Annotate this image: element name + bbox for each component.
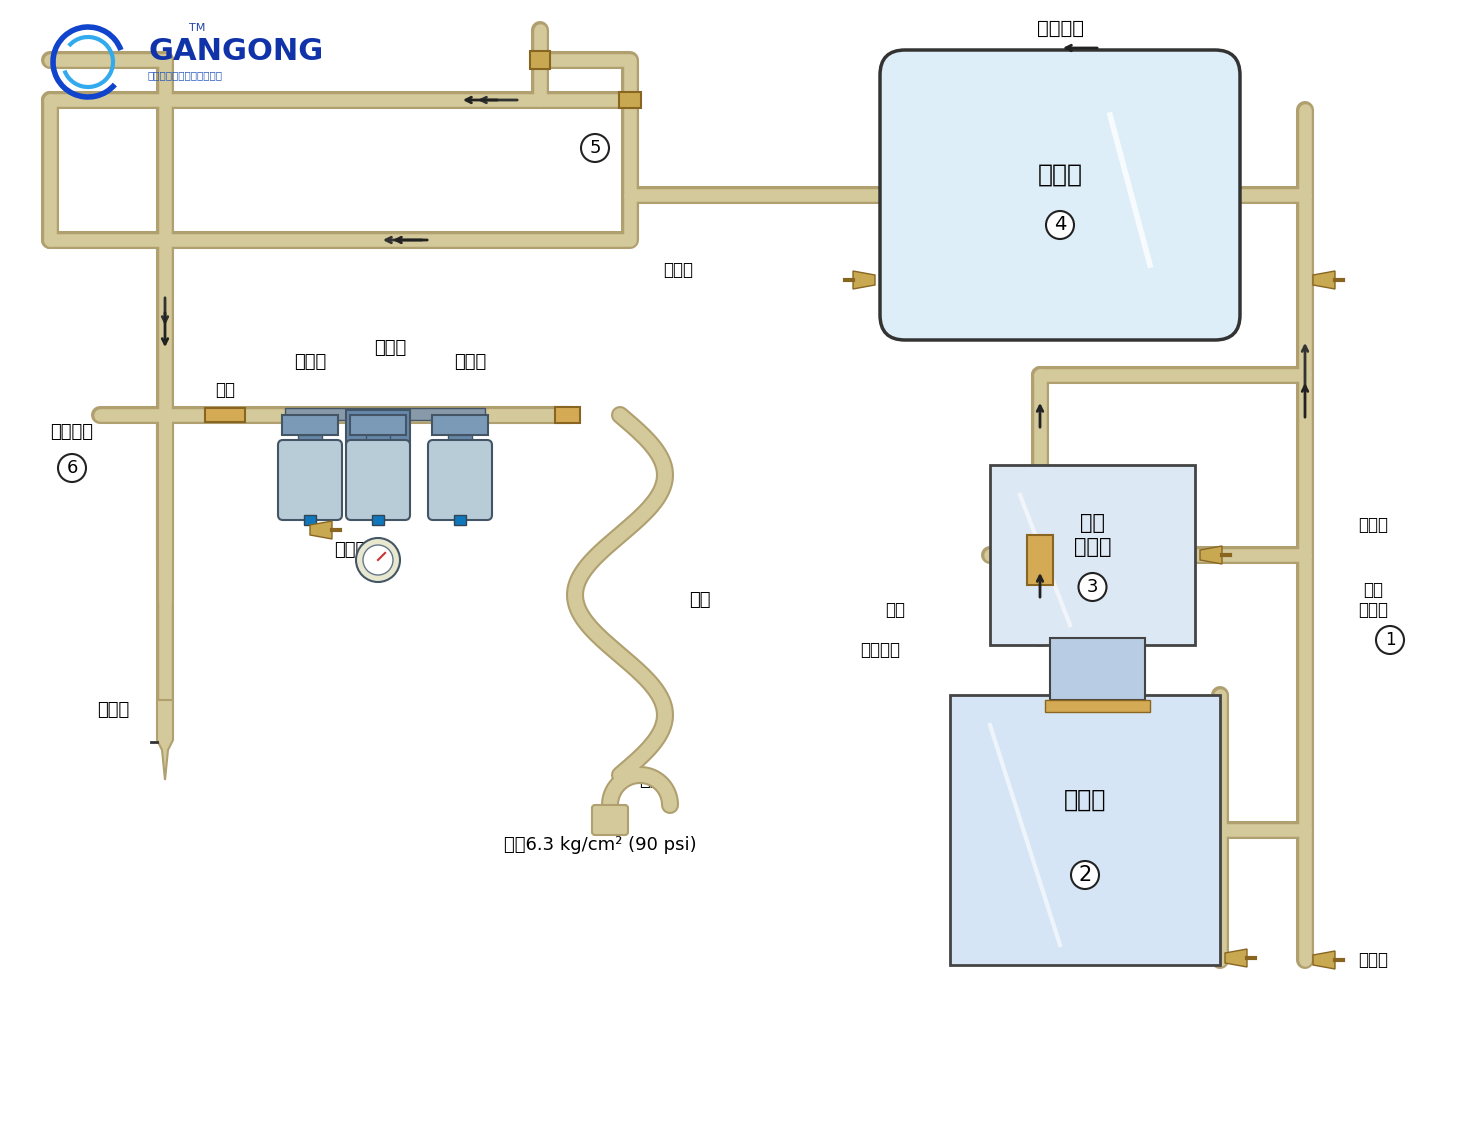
- FancyBboxPatch shape: [432, 415, 488, 435]
- Polygon shape: [1314, 271, 1336, 289]
- FancyBboxPatch shape: [880, 49, 1240, 339]
- FancyBboxPatch shape: [1050, 638, 1145, 700]
- Text: 最刧6.3 kg/cm² (90 psi): 最刧6.3 kg/cm² (90 psi): [504, 836, 696, 854]
- Text: 濾水器: 濾水器: [293, 353, 325, 371]
- Text: 6: 6: [66, 459, 78, 477]
- Text: 調壓器: 調壓器: [374, 339, 406, 357]
- FancyBboxPatch shape: [298, 435, 323, 450]
- Circle shape: [356, 538, 400, 582]
- Text: 到工作站: 到工作站: [50, 423, 94, 441]
- Text: 空氣
乾燥機: 空氣 乾燥機: [1073, 514, 1111, 556]
- Text: 高壓空氣: 高壓空氣: [1036, 18, 1083, 37]
- FancyBboxPatch shape: [556, 407, 581, 423]
- FancyBboxPatch shape: [279, 439, 342, 520]
- FancyBboxPatch shape: [454, 515, 466, 525]
- Text: 儲氣桶: 儲氣桶: [1038, 163, 1082, 187]
- Text: GANGONG: GANGONG: [148, 37, 323, 66]
- FancyBboxPatch shape: [284, 408, 485, 420]
- FancyBboxPatch shape: [1045, 700, 1149, 711]
- Text: 空壓機: 空壓機: [1064, 788, 1107, 812]
- Polygon shape: [1314, 951, 1336, 969]
- FancyBboxPatch shape: [205, 408, 245, 422]
- Polygon shape: [157, 700, 173, 780]
- FancyBboxPatch shape: [531, 51, 550, 69]
- Polygon shape: [1201, 546, 1223, 564]
- Circle shape: [581, 134, 608, 162]
- FancyBboxPatch shape: [592, 805, 627, 835]
- Text: 2: 2: [1079, 865, 1092, 885]
- Text: 空氣
過濾器: 空氣 過濾器: [1358, 581, 1388, 619]
- FancyBboxPatch shape: [346, 439, 410, 520]
- Text: 風管: 風管: [689, 591, 711, 609]
- Circle shape: [59, 454, 86, 482]
- FancyBboxPatch shape: [1028, 535, 1053, 584]
- Text: 洩水閥: 洩水閥: [334, 541, 366, 559]
- Text: 高壓空氣: 高壓空氣: [861, 641, 900, 659]
- Text: 開關: 開關: [885, 601, 905, 619]
- FancyBboxPatch shape: [350, 415, 406, 435]
- Text: 1: 1: [1385, 631, 1396, 649]
- FancyBboxPatch shape: [990, 465, 1195, 645]
- FancyBboxPatch shape: [372, 515, 384, 525]
- FancyBboxPatch shape: [346, 410, 410, 445]
- FancyBboxPatch shape: [281, 415, 339, 435]
- Text: 洩水閥: 洩水閥: [663, 261, 693, 279]
- Text: 注油器: 注油器: [454, 353, 487, 371]
- Text: 4: 4: [1054, 216, 1066, 235]
- Text: TM: TM: [189, 22, 205, 33]
- Polygon shape: [1226, 949, 1248, 967]
- Circle shape: [1047, 211, 1075, 239]
- Circle shape: [1072, 861, 1100, 889]
- Text: 洩水閥: 洩水閥: [97, 701, 129, 719]
- Circle shape: [364, 545, 393, 575]
- FancyBboxPatch shape: [428, 439, 493, 520]
- Text: 開關: 開關: [216, 381, 235, 399]
- Circle shape: [1079, 573, 1107, 601]
- Text: 機工科技（東莞）有限公司: 機工科技（東莞）有限公司: [148, 70, 223, 80]
- Text: 5: 5: [589, 139, 601, 157]
- Text: 接頭: 接頭: [639, 771, 661, 789]
- FancyBboxPatch shape: [449, 435, 472, 450]
- FancyBboxPatch shape: [950, 695, 1220, 966]
- Polygon shape: [309, 522, 331, 540]
- Polygon shape: [853, 271, 875, 289]
- Text: 洩水閥: 洩水閥: [1358, 516, 1388, 534]
- FancyBboxPatch shape: [619, 92, 641, 108]
- Text: 3: 3: [1086, 578, 1098, 596]
- FancyBboxPatch shape: [366, 435, 390, 450]
- Circle shape: [1377, 626, 1404, 654]
- Text: 洩水閥: 洩水閥: [1358, 951, 1388, 969]
- FancyBboxPatch shape: [303, 515, 317, 525]
